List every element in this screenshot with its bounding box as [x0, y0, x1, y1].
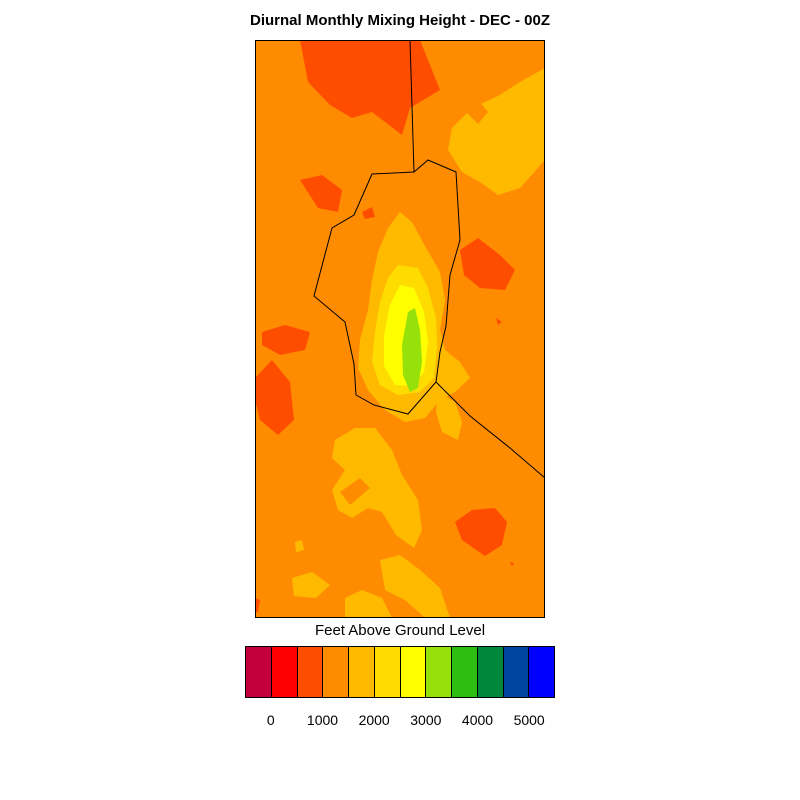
low-region-dot-2 [496, 318, 502, 325]
boundary-lines [313, 40, 545, 479]
colorbar-swatch-6 [400, 647, 427, 697]
colorbar-tick-label: 2000 [358, 712, 390, 728]
colorbar-tick-label: 4000 [461, 712, 494, 728]
peak-region-central [402, 308, 422, 392]
mid-region-bottom-left [292, 572, 330, 598]
mid-region-south-arm [332, 428, 422, 548]
mid-region-east-arm [436, 392, 462, 440]
low-region-top-small [332, 103, 348, 112]
mid-region-top-right [448, 40, 545, 195]
colorbar-tick-label: 5000 [513, 712, 545, 728]
low-region-dot-5 [510, 562, 514, 566]
colorbar-swatch-8 [452, 647, 478, 697]
map-title: Diurnal Monthly Mixing Height - DEC - 00… [250, 12, 550, 29]
legend-title: Feet Above Ground Level [314, 622, 486, 639]
low-region-left-mid [262, 325, 310, 355]
colorbar-swatch-11 [529, 647, 554, 697]
mid-region-bottom-center [345, 590, 392, 618]
mid-region-bottom-right [380, 555, 450, 618]
low-region-dot-1 [362, 207, 375, 219]
low-region-left-lower [255, 360, 294, 435]
low-region-upper-left [300, 175, 342, 212]
colorbar-swatch-9 [477, 647, 504, 697]
colorbar-tick-label: 0 [266, 712, 275, 728]
colorbar-swatch-2 [297, 647, 324, 697]
low-region-bottom-left [255, 598, 260, 612]
peak-contour-regions [402, 308, 422, 392]
low-contour-regions [255, 40, 515, 612]
orange-pocket-1 [340, 478, 370, 505]
county-boundary [313, 159, 461, 415]
orange-pockets [340, 95, 488, 505]
colorbar-tick-label: 3000 [410, 712, 442, 728]
low-region-bottom-right [455, 508, 507, 556]
colorbar-swatch-0 [246, 647, 272, 697]
state-border-north [409, 40, 415, 173]
map-frame [255, 40, 545, 618]
colorbar-tick-label: 1000 [306, 712, 339, 728]
state-border-southeast [435, 381, 545, 479]
colorbar-swatch-4 [349, 647, 375, 697]
colorbar-swatch-5 [374, 647, 401, 697]
colorbar [245, 646, 555, 698]
colorbar-swatch-7 [426, 647, 452, 697]
colorbar-swatch-3 [323, 647, 349, 697]
colorbar-swatch-1 [271, 647, 298, 697]
low-region-right [460, 238, 515, 290]
mid-region-small-left [295, 540, 304, 552]
colorbar-swatch-10 [503, 647, 530, 697]
low-region-top [300, 40, 440, 135]
orange-pocket-2 [466, 95, 488, 124]
